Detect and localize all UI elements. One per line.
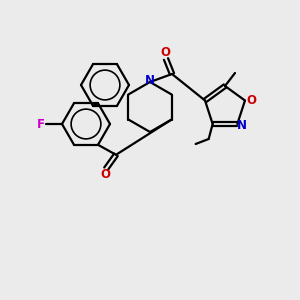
Text: N: N — [237, 119, 247, 133]
Text: O: O — [160, 46, 170, 59]
Text: F: F — [37, 118, 45, 130]
Text: O: O — [246, 94, 256, 107]
Text: N: N — [145, 74, 155, 88]
Text: O: O — [100, 168, 110, 181]
